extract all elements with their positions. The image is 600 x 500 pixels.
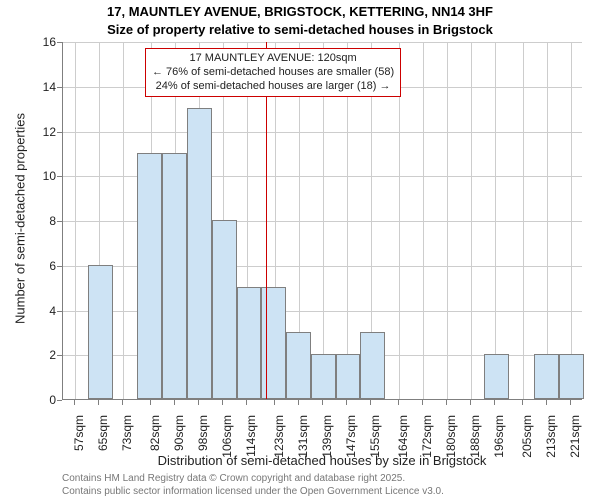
ytick-mark bbox=[57, 266, 62, 267]
xtick-label: 213sqm bbox=[544, 415, 558, 465]
xtick-mark bbox=[570, 400, 571, 405]
ytick-mark bbox=[57, 87, 62, 88]
gridline-v bbox=[471, 42, 472, 399]
xtick-mark bbox=[298, 400, 299, 405]
gridline-v bbox=[423, 42, 424, 399]
xtick-label: 90sqm bbox=[172, 415, 186, 465]
histogram-bar bbox=[162, 153, 187, 399]
xtick-label: 221sqm bbox=[568, 415, 582, 465]
attribution-line2: Contains public sector information licen… bbox=[62, 485, 444, 498]
xtick-mark bbox=[446, 400, 447, 405]
gridline-v bbox=[523, 42, 524, 399]
xtick-mark bbox=[122, 400, 123, 405]
histogram-bar bbox=[360, 332, 385, 399]
ytick-mark bbox=[57, 132, 62, 133]
ytick-label: 4 bbox=[26, 304, 56, 318]
xtick-mark bbox=[346, 400, 347, 405]
xtick-label: 188sqm bbox=[468, 415, 482, 465]
xtick-mark bbox=[98, 400, 99, 405]
reference-annotation: 17 MAUNTLEY AVENUE: 120sqm ← 76% of semi… bbox=[145, 48, 401, 97]
xtick-mark bbox=[522, 400, 523, 405]
histogram-bar bbox=[286, 332, 311, 399]
xtick-mark bbox=[74, 400, 75, 405]
xtick-label: 172sqm bbox=[420, 415, 434, 465]
gridline-v bbox=[447, 42, 448, 399]
xtick-label: 73sqm bbox=[120, 415, 134, 465]
histogram-bar bbox=[88, 265, 113, 399]
xtick-label: 155sqm bbox=[368, 415, 382, 465]
xtick-label: 164sqm bbox=[396, 415, 410, 465]
histogram-bar bbox=[534, 354, 559, 399]
xtick-label: 114sqm bbox=[244, 415, 258, 465]
xtick-mark bbox=[274, 400, 275, 405]
attribution-text: Contains HM Land Registry data © Crown c… bbox=[62, 472, 444, 498]
gridline-v bbox=[495, 42, 496, 399]
xtick-mark bbox=[370, 400, 371, 405]
histogram-bar bbox=[237, 287, 262, 399]
xtick-mark bbox=[422, 400, 423, 405]
gridline-v bbox=[123, 42, 124, 399]
gridline-v bbox=[75, 42, 76, 399]
ytick-mark bbox=[57, 176, 62, 177]
histogram-bar bbox=[336, 354, 361, 399]
ytick-mark bbox=[57, 400, 62, 401]
xtick-mark bbox=[470, 400, 471, 405]
xtick-label: 65sqm bbox=[96, 415, 110, 465]
xtick-mark bbox=[222, 400, 223, 405]
chart-title-line2: Size of property relative to semi-detach… bbox=[0, 22, 600, 37]
xtick-mark bbox=[174, 400, 175, 405]
ytick-label: 0 bbox=[26, 393, 56, 407]
histogram-bar bbox=[137, 153, 162, 399]
xtick-label: 82sqm bbox=[148, 415, 162, 465]
histogram-bar bbox=[212, 220, 237, 399]
xtick-mark bbox=[322, 400, 323, 405]
ytick-label: 8 bbox=[26, 214, 56, 228]
xtick-label: 139sqm bbox=[320, 415, 334, 465]
xtick-label: 147sqm bbox=[344, 415, 358, 465]
xtick-mark bbox=[150, 400, 151, 405]
gridline-v bbox=[547, 42, 548, 399]
ytick-label: 10 bbox=[26, 169, 56, 183]
ytick-label: 12 bbox=[26, 125, 56, 139]
histogram-bar bbox=[187, 108, 212, 399]
ytick-mark bbox=[57, 42, 62, 43]
ytick-label: 16 bbox=[26, 35, 56, 49]
annotation-line3: 24% of semi-detached houses are larger (… bbox=[152, 80, 394, 94]
xtick-label: 131sqm bbox=[296, 415, 310, 465]
ytick-label: 14 bbox=[26, 80, 56, 94]
ytick-mark bbox=[57, 355, 62, 356]
xtick-mark bbox=[198, 400, 199, 405]
xtick-mark bbox=[246, 400, 247, 405]
ytick-mark bbox=[57, 311, 62, 312]
gridline-v bbox=[571, 42, 572, 399]
xtick-label: 196sqm bbox=[492, 415, 506, 465]
histogram-bar bbox=[559, 354, 584, 399]
chart-container: 17, MAUNTLEY AVENUE, BRIGSTOCK, KETTERIN… bbox=[0, 0, 600, 500]
histogram-bar bbox=[484, 354, 509, 399]
histogram-bar bbox=[311, 354, 336, 399]
annotation-line1: 17 MAUNTLEY AVENUE: 120sqm bbox=[152, 52, 394, 66]
attribution-line1: Contains HM Land Registry data © Crown c… bbox=[62, 472, 444, 485]
xtick-label: 106sqm bbox=[220, 415, 234, 465]
xtick-mark bbox=[546, 400, 547, 405]
ytick-mark bbox=[57, 221, 62, 222]
xtick-label: 98sqm bbox=[196, 415, 210, 465]
xtick-label: 123sqm bbox=[272, 415, 286, 465]
annotation-line2: ← 76% of semi-detached houses are smalle… bbox=[152, 66, 394, 80]
ytick-label: 6 bbox=[26, 259, 56, 273]
ytick-label: 2 bbox=[26, 348, 56, 362]
xtick-label: 180sqm bbox=[444, 415, 458, 465]
xtick-mark bbox=[494, 400, 495, 405]
xtick-label: 57sqm bbox=[72, 415, 86, 465]
xtick-mark bbox=[398, 400, 399, 405]
xtick-label: 205sqm bbox=[520, 415, 534, 465]
chart-title-line1: 17, MAUNTLEY AVENUE, BRIGSTOCK, KETTERIN… bbox=[0, 4, 600, 19]
